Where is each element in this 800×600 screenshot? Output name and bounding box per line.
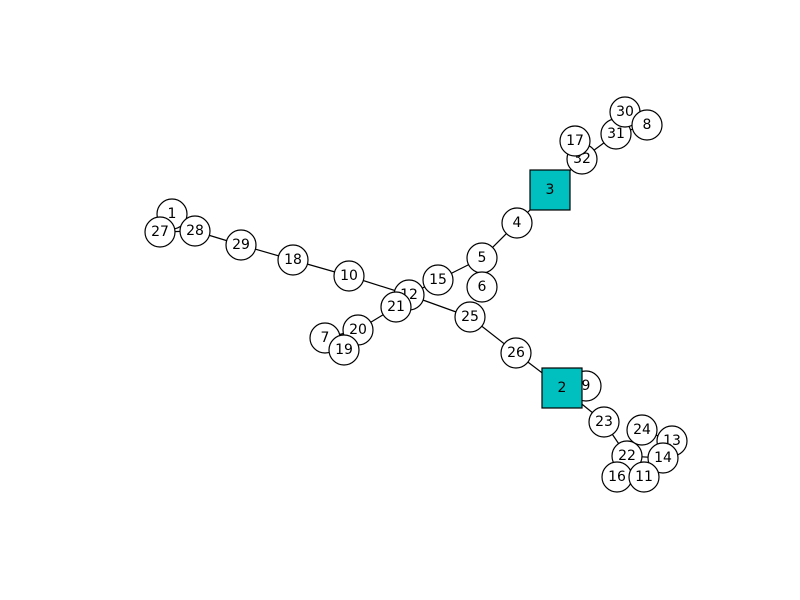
node-label: 22 — [618, 448, 636, 464]
node-label: 23 — [595, 414, 613, 430]
node-circle-4 — [501, 207, 533, 239]
node-label: 11 — [635, 469, 653, 485]
node-27: 27 — [144, 216, 176, 248]
node-circle-14 — [647, 442, 679, 474]
node-label: 1 — [168, 206, 177, 222]
node-label: 4 — [513, 215, 522, 231]
node-label: 15 — [429, 272, 447, 288]
node-circle-18 — [277, 244, 309, 276]
node-26: 26 — [500, 337, 532, 369]
node-15: 15 — [422, 264, 454, 296]
node-label: 20 — [349, 322, 367, 338]
node-label: 7 — [321, 330, 330, 346]
node-label: 14 — [654, 450, 672, 466]
node-23: 23 — [588, 406, 620, 438]
node-label: 29 — [232, 237, 250, 253]
node-label: 17 — [566, 133, 584, 149]
node-circle-28 — [179, 215, 211, 247]
node-circle-15 — [422, 264, 454, 296]
node-11: 11 — [628, 461, 660, 493]
node-label: 26 — [507, 345, 525, 361]
node-circle-24 — [626, 414, 658, 446]
node-18: 18 — [277, 244, 309, 276]
node-label: 21 — [387, 299, 405, 315]
node-label: 5 — [478, 250, 487, 266]
node-label: 27 — [151, 224, 169, 240]
node-2: 2 — [541, 367, 583, 409]
node-28: 28 — [179, 215, 211, 247]
node-label: 18 — [284, 252, 302, 268]
node-circle-26 — [500, 337, 532, 369]
node-label: 6 — [478, 279, 487, 295]
node-square-2 — [541, 367, 583, 409]
node-24: 24 — [626, 414, 658, 446]
node-circle-17 — [559, 125, 591, 157]
node-label: 16 — [608, 469, 626, 485]
node-17: 17 — [559, 125, 591, 157]
node-5: 5 — [466, 242, 498, 274]
node-circle-8 — [631, 109, 663, 141]
node-label: 31 — [607, 126, 625, 142]
node-label: 25 — [461, 309, 479, 325]
node-circle-27 — [144, 216, 176, 248]
node-label: 10 — [340, 268, 358, 284]
node-10: 10 — [333, 260, 365, 292]
node-circle-25 — [454, 301, 486, 333]
node-label: 19 — [335, 342, 353, 358]
node-21: 21 — [380, 291, 412, 323]
node-16: 16 — [601, 461, 633, 493]
node-circle-19 — [328, 334, 360, 366]
node-8: 8 — [631, 109, 663, 141]
node-6: 6 — [466, 271, 498, 303]
node-3: 3 — [529, 169, 571, 211]
node-4: 4 — [501, 207, 533, 239]
node-label: 8 — [643, 117, 652, 133]
node-25: 25 — [454, 301, 486, 333]
node-19: 19 — [328, 334, 360, 366]
node-label: 28 — [186, 223, 204, 239]
node-label: 9 — [582, 378, 591, 394]
node-label: 30 — [616, 104, 634, 120]
node-circle-29 — [225, 229, 257, 261]
node-circle-23 — [588, 406, 620, 438]
node-14: 14 — [647, 442, 679, 474]
node-square-3 — [529, 169, 571, 211]
node-label: 3 — [546, 182, 555, 198]
node-29: 29 — [225, 229, 257, 261]
node-label: 24 — [633, 422, 651, 438]
node-circle-21 — [380, 291, 412, 323]
node-circle-10 — [333, 260, 365, 292]
node-circle-11 — [628, 461, 660, 493]
node-label: 2 — [558, 380, 567, 396]
node-circle-6 — [466, 271, 498, 303]
